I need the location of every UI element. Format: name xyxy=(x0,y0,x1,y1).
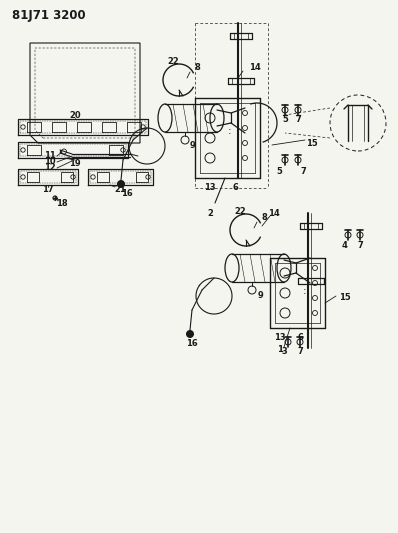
Text: 1: 1 xyxy=(277,345,283,354)
Text: 17: 17 xyxy=(42,185,54,195)
Text: 5: 5 xyxy=(276,166,282,175)
Text: 13: 13 xyxy=(204,183,216,192)
Text: 6: 6 xyxy=(232,183,238,192)
Text: :: : xyxy=(228,126,232,136)
Text: 4: 4 xyxy=(342,240,348,249)
Text: 15: 15 xyxy=(339,294,351,303)
Text: 7: 7 xyxy=(295,116,301,125)
Text: 9: 9 xyxy=(257,292,263,301)
Text: 18: 18 xyxy=(56,198,68,207)
Text: 9: 9 xyxy=(190,141,196,150)
Text: 16: 16 xyxy=(186,340,198,349)
Text: 8: 8 xyxy=(194,63,200,72)
Text: 14: 14 xyxy=(268,208,280,217)
Text: 13: 13 xyxy=(274,334,286,343)
Text: 81J71 3200: 81J71 3200 xyxy=(12,9,86,22)
Text: 7: 7 xyxy=(297,348,303,357)
Text: 16: 16 xyxy=(121,190,133,198)
Text: 5: 5 xyxy=(282,116,288,125)
Text: 7: 7 xyxy=(300,166,306,175)
Text: 3: 3 xyxy=(281,348,287,357)
Text: 11: 11 xyxy=(44,151,56,160)
Text: 2: 2 xyxy=(207,208,213,217)
Text: 20: 20 xyxy=(69,110,81,119)
Text: 6: 6 xyxy=(297,334,303,343)
Text: :: : xyxy=(303,286,307,296)
Text: 19: 19 xyxy=(69,158,81,167)
Text: 7: 7 xyxy=(357,240,363,249)
Text: 8: 8 xyxy=(261,214,267,222)
Text: 22: 22 xyxy=(167,58,179,67)
Text: 21: 21 xyxy=(114,185,126,195)
Text: 12: 12 xyxy=(44,164,56,173)
Circle shape xyxy=(187,330,193,337)
Circle shape xyxy=(117,181,125,188)
Text: 14: 14 xyxy=(249,63,261,72)
Text: 10: 10 xyxy=(44,157,56,166)
Text: 22: 22 xyxy=(234,207,246,216)
Text: 15: 15 xyxy=(306,139,318,148)
